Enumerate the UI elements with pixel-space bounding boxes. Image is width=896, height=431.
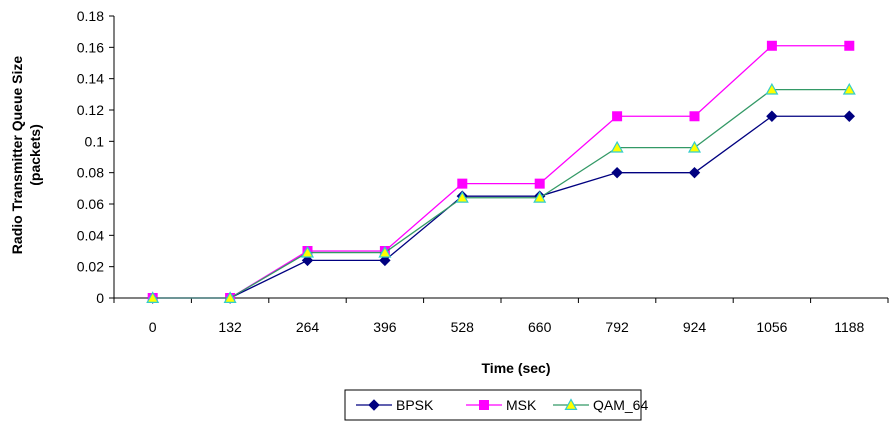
y-tick-label: 0	[96, 290, 104, 306]
data-point	[766, 110, 778, 122]
data-point	[687, 140, 702, 153]
data-point	[533, 190, 547, 203]
y-axis-title: Radio Transmitter Queue Size (packets)	[9, 56, 43, 255]
y-tick-label: 0.06	[77, 196, 104, 212]
data-point	[844, 40, 855, 51]
series-line	[152, 88, 850, 299]
x-tick-label: 0	[149, 319, 157, 335]
x-tick-label: 1188	[834, 319, 864, 335]
legend-label: BPSK	[396, 397, 434, 413]
x-tick-label: 792	[605, 319, 629, 335]
y-axis-title-line2: (packets)	[27, 124, 43, 185]
data-point	[765, 82, 779, 95]
data-point	[766, 40, 777, 51]
data-point	[610, 140, 624, 153]
x-tick-label: 924	[683, 319, 707, 335]
y-tick-label: 0.12	[77, 102, 104, 118]
legend-item-msk: MSK	[466, 397, 537, 413]
data-point	[689, 111, 700, 122]
x-tick-label: 132	[218, 319, 242, 335]
y-tick-label: 0.02	[77, 259, 104, 275]
data-point	[688, 166, 701, 179]
y-tick-label: 0.04	[77, 227, 104, 243]
x-tick-label: 660	[528, 319, 552, 335]
series-layer	[146, 40, 856, 304]
x-tick-label: 396	[373, 319, 397, 335]
data-point	[223, 291, 237, 303]
data-point	[564, 398, 578, 410]
y-tick-label: 0.16	[77, 39, 104, 55]
x-tick-label: 528	[451, 319, 475, 335]
series-line	[152, 115, 850, 299]
axes	[113, 16, 888, 299]
data-point	[368, 399, 380, 411]
legend-item-bpsk: BPSK	[356, 397, 434, 413]
y-tick-label: 0.14	[77, 71, 104, 87]
series-line	[152, 45, 850, 299]
data-point	[146, 291, 160, 303]
data-point	[379, 254, 391, 267]
y-tick-label: 0.1	[85, 133, 105, 149]
data-point	[843, 110, 856, 122]
x-axis-title: Time (sec)	[482, 360, 551, 376]
data-point	[611, 166, 623, 179]
y-tick-label: 0.08	[77, 165, 104, 181]
data-point	[534, 178, 545, 189]
x-ticks: 0 132 264 396 528 660 792 924 1056 1188	[113, 298, 889, 335]
series-bpsk	[146, 110, 856, 304]
x-tick-label: 1056	[756, 319, 787, 335]
y-ticks: 0 0.02 0.04 0.06 0.08 0.1 0.12 0.14 0.16 0.18	[77, 8, 114, 306]
series-qam-64	[146, 82, 856, 303]
data-point	[457, 178, 468, 189]
data-point	[479, 400, 489, 410]
y-tick-label: 0.18	[77, 8, 104, 24]
data-point	[378, 245, 392, 258]
y-axis-title-line1: Radio Transmitter Queue Size	[9, 56, 25, 255]
data-point	[612, 111, 623, 122]
legend-item-qam-64: QAM_64	[553, 397, 648, 413]
legend-label: MSK	[506, 397, 537, 413]
series-msk	[147, 40, 855, 303]
legend-label: QAM_64	[593, 397, 648, 413]
legend: BPSK MSK QAM_64	[344, 389, 648, 421]
x-tick-label: 264	[296, 319, 320, 335]
data-point	[300, 245, 315, 258]
data-point	[455, 190, 469, 203]
data-point	[842, 82, 856, 95]
data-point	[301, 254, 314, 267]
